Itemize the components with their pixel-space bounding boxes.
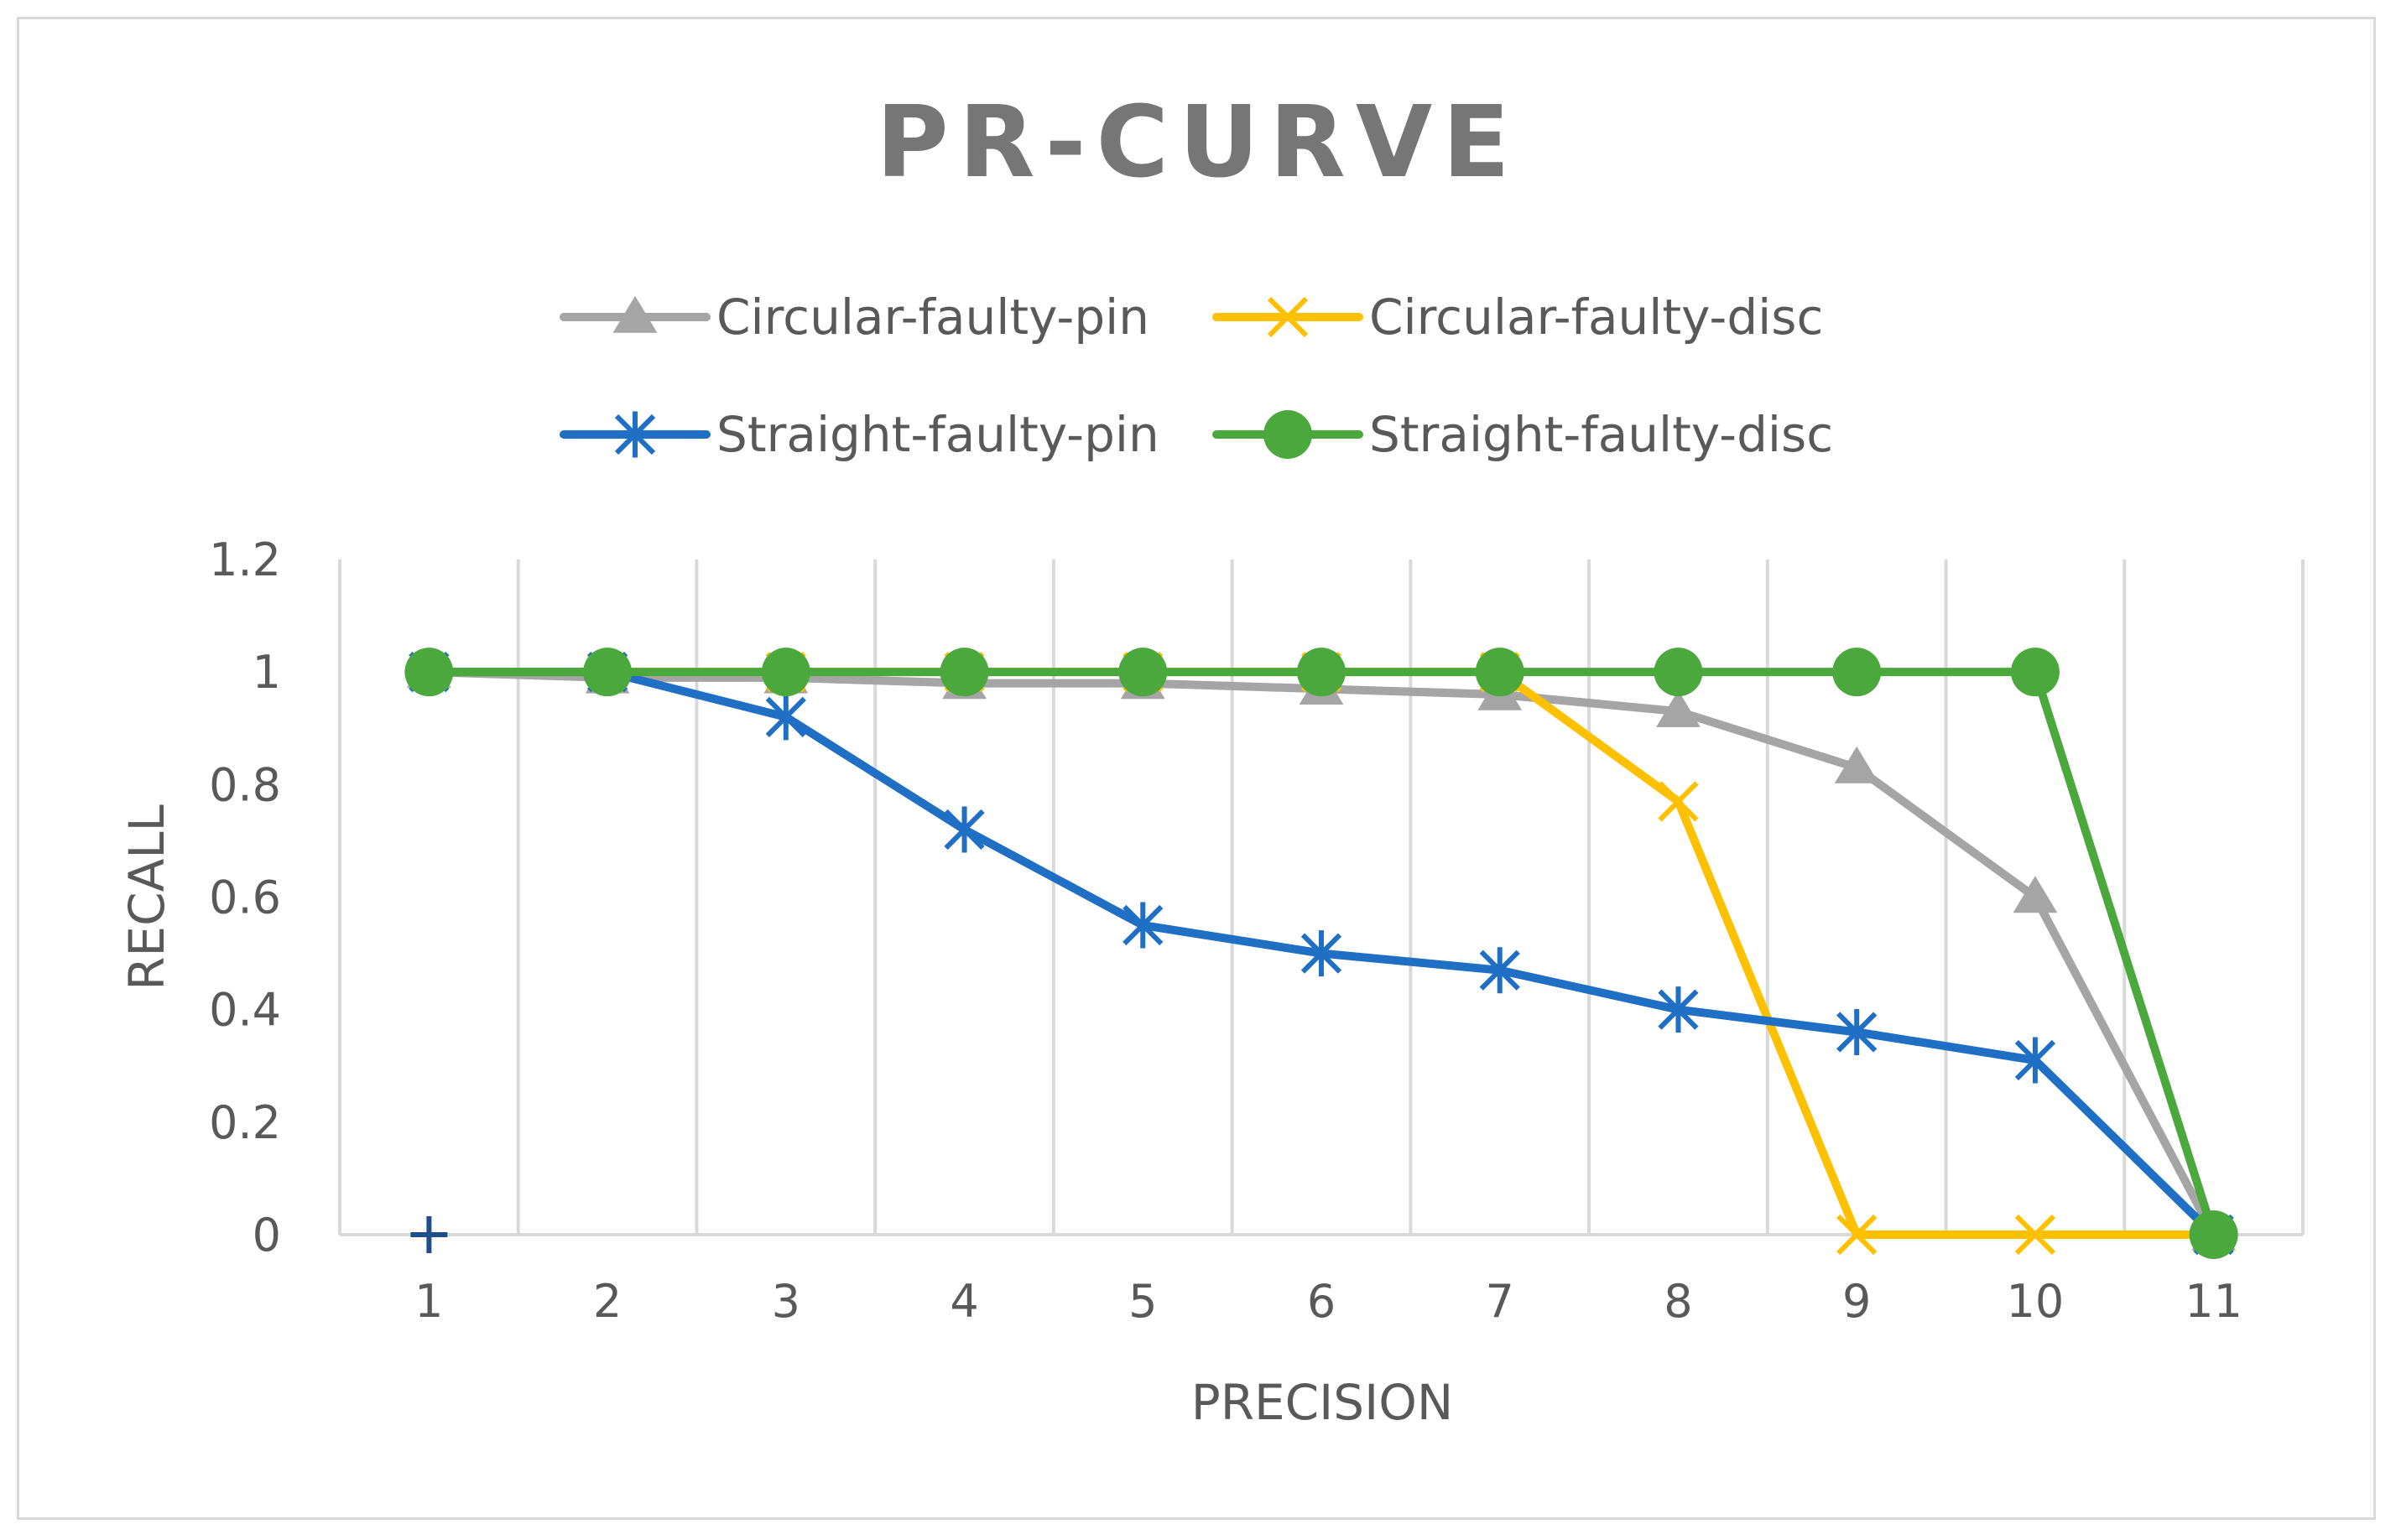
star-marker: [1836, 1009, 1878, 1055]
x-marker: [1658, 781, 1699, 822]
x-axis-ticks: 1 2 3 4 5 6 7 8 9 10 11: [414, 1275, 2242, 1328]
y-tick-label: 0.6: [209, 871, 281, 924]
circle-marker: [1654, 648, 1703, 697]
star-marker: [944, 806, 985, 853]
y-tick-label: 0.2: [209, 1096, 281, 1149]
x-tick-label: 8: [1664, 1275, 1692, 1328]
x-tick-label: 7: [1486, 1275, 1514, 1328]
series-straight-faulty-disc: [404, 648, 2238, 1259]
x-tick-label: 2: [593, 1275, 622, 1328]
x-tick-label: 11: [2185, 1275, 2242, 1328]
legend-item: Circular-faulty-disc: [1212, 289, 1823, 346]
circle-marker: [404, 648, 454, 697]
x-axis-label: PRECISION: [1191, 1374, 1454, 1431]
y-tick-label: 1.2: [209, 533, 281, 586]
x-tick-label: 9: [1842, 1275, 1871, 1328]
legend-label: Circular-faulty-disc: [1369, 289, 1823, 346]
x-tick-label: 1: [414, 1275, 443, 1328]
series-straight-faulty-pin: [409, 648, 2234, 1258]
x-marker: [1836, 1214, 1878, 1256]
chart-frame: [17, 17, 2376, 1520]
triangle-marker: [612, 295, 658, 333]
circle-marker: [1297, 648, 1346, 697]
star-marker: [1300, 930, 1342, 977]
circle-marker: [761, 648, 810, 697]
x-marker: [1267, 296, 1309, 338]
triangle-marker: [1656, 689, 1701, 727]
circle-marker: [2189, 1210, 2238, 1259]
y-axis-ticks: 0 0.2 0.4 0.6 0.8 1 1.2: [209, 533, 281, 1262]
x-tick-label: 6: [1307, 1275, 1336, 1328]
x-tick-label: 5: [1128, 1275, 1157, 1328]
circle-marker: [1118, 648, 1168, 697]
y-tick-label: 0.8: [209, 758, 281, 811]
star-marker: [1479, 947, 1520, 994]
legend-item: Straight-faulty-disc: [1212, 406, 1833, 463]
circle-marker: [1832, 648, 1882, 697]
star-marker: [765, 694, 806, 741]
star-marker: [1122, 902, 1164, 949]
triangle-marker: [1834, 746, 1879, 783]
legend-item: Circular-faulty-pin: [560, 289, 1149, 346]
legend-label: Circular-faulty-pin: [716, 289, 1149, 346]
x-tick-label: 3: [772, 1275, 800, 1328]
x-tick-label: 10: [2007, 1275, 2065, 1328]
y-axis-label: RECALL: [118, 804, 175, 991]
star-marker: [614, 411, 656, 458]
legend-label: Straight-faulty-disc: [1369, 406, 1833, 463]
chart-title: PR-CURVE: [876, 84, 1520, 200]
star-marker: [1658, 986, 1699, 1033]
x-marker: [2014, 1214, 2056, 1256]
legend: Circular-faulty-pin Circular-faulty-disc S…: [560, 289, 1833, 463]
y-tick-label: 0: [253, 1209, 281, 1262]
series-layer: [404, 648, 2238, 1259]
plus-marker: [410, 1216, 448, 1253]
triangle-marker: [2013, 876, 2058, 913]
circle-marker: [583, 648, 633, 697]
legend-item: Straight-faulty-pin: [560, 406, 1159, 463]
circle-marker: [2010, 648, 2060, 697]
y-tick-label: 1: [253, 646, 281, 699]
x-tick-label: 4: [950, 1275, 978, 1328]
y-tick-label: 0.4: [209, 984, 281, 1037]
legend-label: Straight-faulty-pin: [716, 406, 1159, 463]
circle-marker: [1263, 410, 1312, 459]
circle-marker: [940, 648, 989, 697]
star-marker: [2014, 1037, 2056, 1084]
circle-marker: [1475, 648, 1524, 697]
